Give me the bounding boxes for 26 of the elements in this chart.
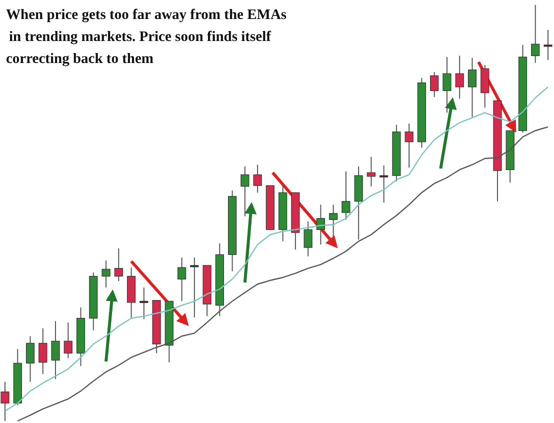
text: When price gets too far away from the EMAs in trending markets. Price soon finds itself correcting back to them — [6, 7, 287, 67]
candlestick — [253, 164, 262, 194]
candlestick — [430, 71, 439, 98]
candlestick — [64, 322, 72, 359]
candlestick — [442, 56, 452, 114]
candlestick — [531, 4, 540, 64]
candlestick — [404, 123, 414, 168]
candlestick — [190, 257, 199, 318]
candlestick — [455, 55, 464, 100]
candlestick — [140, 286, 148, 320]
candlestick — [366, 156, 376, 187]
candlestick — [468, 57, 477, 118]
candlestick — [329, 204, 338, 244]
candlestick — [177, 257, 186, 302]
candlestick — [51, 320, 60, 380]
candlestick — [544, 29, 552, 60]
candlestick — [102, 260, 110, 288]
candlestick — [380, 165, 388, 204]
candlestick — [26, 336, 35, 382]
candlestick — [316, 204, 325, 246]
candlestick — [240, 166, 250, 217]
candlestick — [304, 220, 312, 257]
candlestick — [0, 381, 10, 422]
candlestick — [114, 248, 123, 282]
candlestick — [342, 170, 350, 220]
candlestick — [38, 328, 48, 374]
